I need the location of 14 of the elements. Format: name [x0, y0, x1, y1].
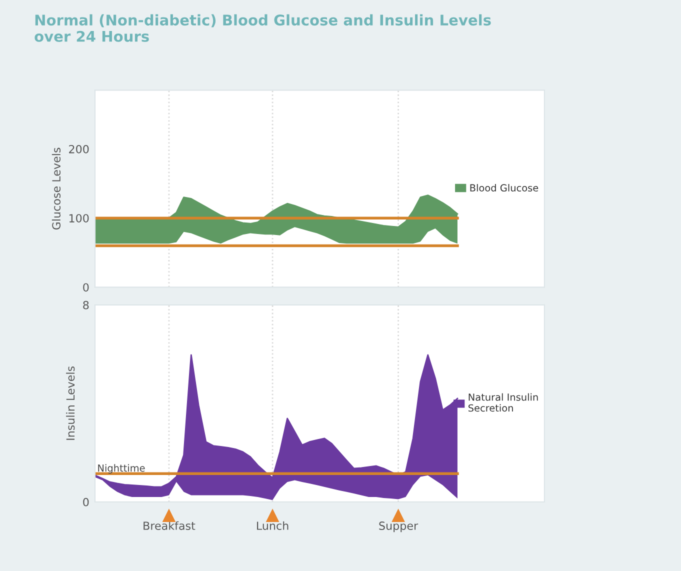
chart-title: Normal (Non-diabetic) Blood Glucose and Insulin Levels over 24 Hours — [34, 14, 491, 42]
y-tick-label: 200 — [69, 144, 89, 154]
x-tick-label: Lunch — [257, 521, 288, 530]
y-axis-title: Insulin Levels — [66, 366, 75, 440]
x-tick-label: Supper — [379, 522, 418, 532]
y-tick-label: 100 — [69, 214, 89, 222]
y-tick-label: 8 — [83, 300, 89, 310]
y-tick-label: 0 — [83, 283, 89, 292]
x-tick-label: Breakfast — [144, 521, 196, 530]
y-axis-title: Glucose Levels — [52, 148, 61, 230]
y-tick-label: 0 — [83, 498, 89, 506]
ref-line-label: Nighttime — [98, 464, 145, 474]
series-label: Natural Insulin Secretion — [468, 393, 538, 412]
legend-label: Blood Glucose — [470, 184, 538, 192]
